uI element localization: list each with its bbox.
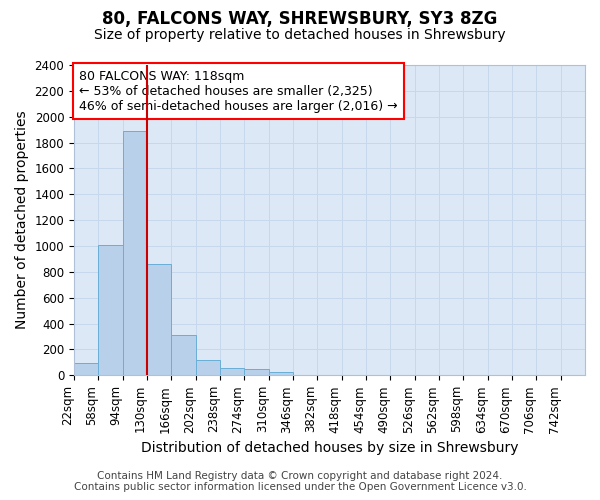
Text: Size of property relative to detached houses in Shrewsbury: Size of property relative to detached ho… — [94, 28, 506, 42]
Text: 80, FALCONS WAY, SHREWSBURY, SY3 8ZG: 80, FALCONS WAY, SHREWSBURY, SY3 8ZG — [103, 10, 497, 28]
Text: Contains HM Land Registry data © Crown copyright and database right 2024.
Contai: Contains HM Land Registry data © Crown c… — [74, 471, 526, 492]
X-axis label: Distribution of detached houses by size in Shrewsbury: Distribution of detached houses by size … — [141, 441, 518, 455]
Bar — [172, 334, 196, 376]
Bar — [244, 369, 269, 376]
Y-axis label: Number of detached properties: Number of detached properties — [15, 111, 29, 330]
Bar — [122, 131, 147, 376]
Bar — [74, 363, 98, 376]
Bar — [147, 264, 172, 376]
Bar — [98, 244, 122, 376]
Text: 80 FALCONS WAY: 118sqm
← 53% of detached houses are smaller (2,325)
46% of semi-: 80 FALCONS WAY: 118sqm ← 53% of detached… — [79, 70, 398, 112]
Bar — [196, 360, 220, 376]
Bar — [269, 372, 293, 376]
Bar — [220, 368, 244, 376]
